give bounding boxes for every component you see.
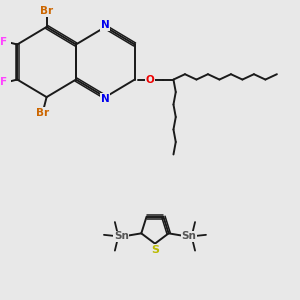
Text: Br: Br bbox=[40, 7, 53, 16]
Text: O: O bbox=[145, 75, 154, 85]
Text: Br: Br bbox=[36, 108, 49, 118]
Text: F: F bbox=[0, 77, 7, 87]
Text: Sn: Sn bbox=[181, 231, 196, 241]
Text: N: N bbox=[101, 20, 110, 31]
Text: S: S bbox=[151, 244, 159, 255]
Text: F: F bbox=[0, 37, 7, 47]
Text: Sn: Sn bbox=[114, 231, 129, 241]
Text: N: N bbox=[101, 94, 110, 103]
